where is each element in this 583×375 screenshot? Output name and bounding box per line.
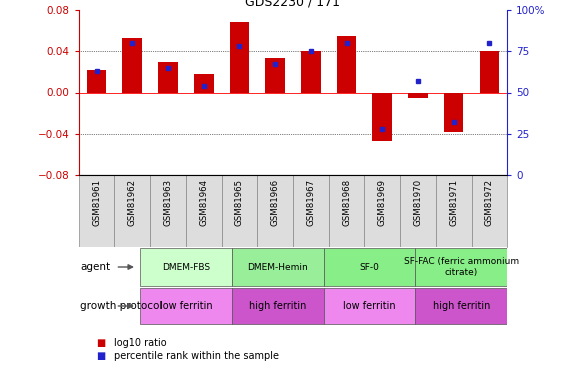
Text: GSM81972: GSM81972 [485,178,494,226]
Bar [329,175,364,247]
Text: SF-FAC (ferric ammonium
citrate): SF-FAC (ferric ammonium citrate) [404,257,519,277]
Text: DMEM-FBS: DMEM-FBS [161,262,210,272]
Bar [232,288,324,324]
Bar [87,70,106,93]
Text: growth protocol: growth protocol [80,301,163,311]
Title: GDS2230 / 171: GDS2230 / 171 [245,0,340,9]
Bar [480,51,499,93]
Bar [337,36,356,93]
Text: ■: ■ [96,351,106,361]
Text: GSM81961: GSM81961 [92,178,101,226]
Text: GSM81965: GSM81965 [235,178,244,226]
Bar [293,175,329,247]
Bar [265,58,285,93]
Bar [140,288,231,324]
Text: low ferritin: low ferritin [343,301,396,311]
Bar [444,93,463,132]
Bar [158,62,178,93]
Bar [400,175,436,247]
Text: ■: ■ [96,338,106,348]
Bar [230,22,249,93]
Bar [324,288,415,324]
Bar [373,93,392,141]
Bar [436,175,472,247]
Text: GSM81962: GSM81962 [128,178,137,226]
Bar [122,38,142,93]
Bar [257,175,293,247]
Bar [194,74,213,93]
Text: SF-0: SF-0 [360,262,380,272]
Bar [186,175,222,247]
Text: DMEM-Hemin: DMEM-Hemin [247,262,308,272]
Text: high ferritin: high ferritin [433,301,490,311]
Text: high ferritin: high ferritin [249,301,306,311]
Text: GSM81963: GSM81963 [163,178,173,226]
Bar [150,175,186,247]
Text: percentile rank within the sample: percentile rank within the sample [114,351,279,361]
Bar [140,248,231,286]
Text: GSM81970: GSM81970 [413,178,423,226]
Bar [415,288,507,324]
Text: GSM81969: GSM81969 [378,178,387,226]
Bar [472,175,507,247]
Bar [232,248,324,286]
Bar [324,248,415,286]
Text: GSM81971: GSM81971 [449,178,458,226]
Text: GSM81968: GSM81968 [342,178,351,226]
Text: GSM81964: GSM81964 [199,178,208,226]
Bar [114,175,150,247]
Bar [408,93,428,98]
Bar [301,51,321,93]
Bar [364,175,400,247]
Text: GSM81967: GSM81967 [306,178,315,226]
Bar [79,175,114,247]
Text: agent: agent [80,262,110,272]
Bar [222,175,257,247]
Bar [415,248,507,286]
Text: GSM81966: GSM81966 [271,178,280,226]
Text: low ferritin: low ferritin [160,301,212,311]
Text: log10 ratio: log10 ratio [114,338,166,348]
